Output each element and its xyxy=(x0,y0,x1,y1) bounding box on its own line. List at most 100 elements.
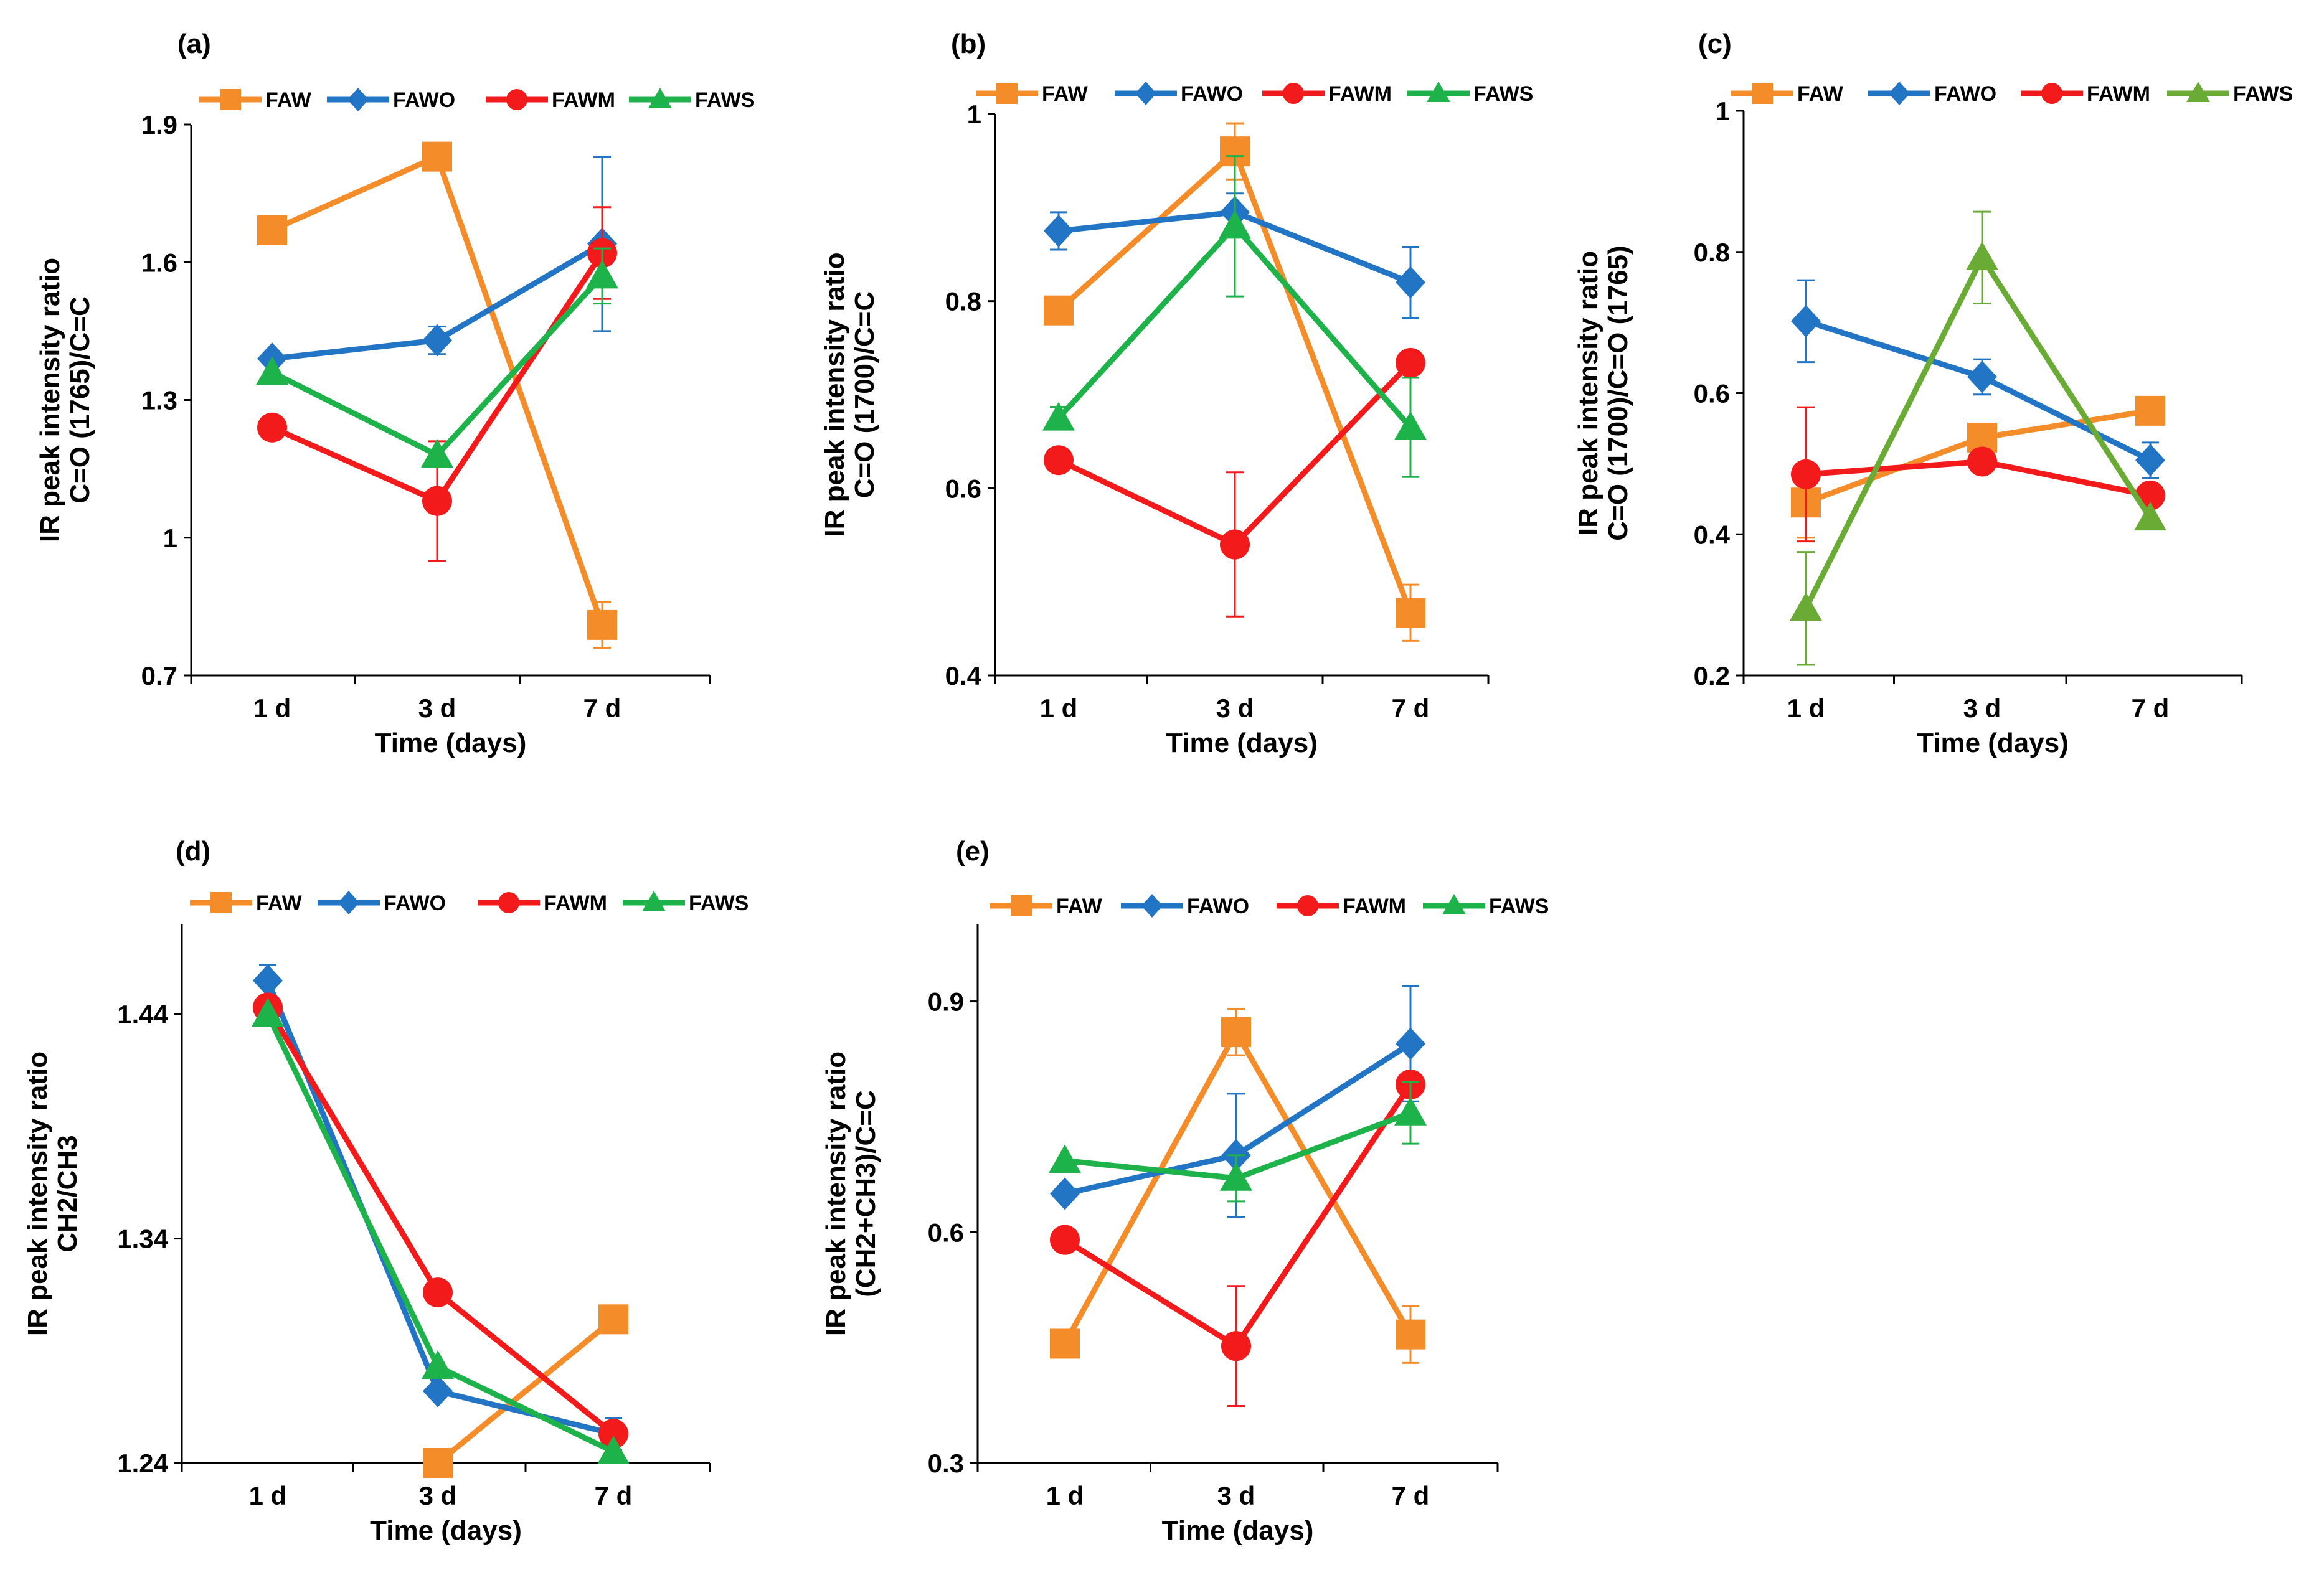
series-fawm xyxy=(1050,1070,1425,1408)
x-tick-label: 7 d xyxy=(2132,693,2170,723)
legend-label: FAWO xyxy=(1934,82,1996,106)
y-tick-label: 1.24 xyxy=(117,1449,168,1478)
data-point xyxy=(1050,1225,1080,1255)
legend: FAW FAWO FAWM FAWS xyxy=(199,88,755,112)
data-point xyxy=(1049,1144,1081,1173)
y-tick-label: 0.6 xyxy=(928,1218,964,1247)
legend-marker xyxy=(1889,82,1910,105)
legend-marker xyxy=(1141,894,1163,918)
data-point xyxy=(2134,502,2166,531)
y-axis-title-line: C=O (1765)/C=C xyxy=(65,296,95,504)
x-tick-label: 7 d xyxy=(1392,693,1430,723)
y-tick-label: 0.6 xyxy=(1694,379,1730,408)
x-tick-label: 1 d xyxy=(253,693,291,723)
legend: FAW FAWO FAWM FAWS xyxy=(990,894,1549,918)
data-point xyxy=(598,1304,628,1335)
legend-marker xyxy=(642,891,666,911)
series-faw xyxy=(1050,1008,1425,1364)
data-point xyxy=(1220,1162,1252,1191)
legend-marker xyxy=(648,88,672,108)
data-point xyxy=(1221,1331,1251,1361)
y-tick-label: 1.9 xyxy=(141,110,177,139)
x-tick-label: 3 d xyxy=(1217,1481,1255,1510)
data-point xyxy=(422,141,452,172)
x-axis-title: Time (days) xyxy=(1162,1515,1314,1546)
legend-label: FAW xyxy=(1797,82,1844,106)
legend-label: FAWM xyxy=(552,88,615,112)
y-tick-label: 0.4 xyxy=(945,661,982,690)
series-faws xyxy=(256,247,618,468)
data-point xyxy=(2135,395,2165,426)
data-point xyxy=(1396,1027,1425,1060)
y-tick-label: 0.8 xyxy=(945,287,981,316)
y-tick-label: 1 xyxy=(1716,96,1730,126)
x-tick-label: 1 d xyxy=(1046,1481,1084,1510)
x-tick-label: 7 d xyxy=(595,1481,633,1510)
data-point xyxy=(1044,214,1074,247)
data-point xyxy=(256,356,288,385)
series-line xyxy=(1063,1083,1413,1349)
panel-d: (d) 1.24 1.34 1.44 1 d 3 d 7 d Time (days) IR pe… xyxy=(22,836,749,1546)
data-point xyxy=(1050,1177,1080,1210)
legend-marker xyxy=(220,89,241,110)
data-point xyxy=(423,1448,453,1478)
data-point xyxy=(587,609,617,640)
data-point xyxy=(423,1375,453,1408)
x-axis-title: Time (days) xyxy=(370,1515,522,1546)
legend-label: FAWO xyxy=(1181,82,1243,106)
legend-marker xyxy=(2186,82,2210,102)
y-tick-label: 0.7 xyxy=(141,661,177,690)
y-tick-label: 0.2 xyxy=(1694,661,1730,690)
x-axis-title: Time (days) xyxy=(1166,728,1318,758)
y-tick-label: 1.3 xyxy=(141,386,177,415)
data-point xyxy=(1967,446,1997,477)
y-tick-label: 1.44 xyxy=(117,1000,168,1029)
data-point xyxy=(597,1435,630,1464)
legend: FAW FAWO FAWM FAWS xyxy=(976,82,1533,106)
series-faws xyxy=(1042,155,1427,478)
y-axis-title-line: IR peak intensity ratio xyxy=(821,1051,851,1336)
series-faws xyxy=(1049,1081,1427,1203)
series-faws xyxy=(252,998,630,1464)
data-point xyxy=(1220,529,1250,560)
series-faw xyxy=(423,1304,628,1478)
data-point xyxy=(1394,411,1427,440)
panel-label: (c) xyxy=(1698,29,1732,59)
data-point xyxy=(2135,444,2165,477)
data-point xyxy=(253,964,283,997)
data-point xyxy=(1394,1096,1427,1126)
data-point xyxy=(1790,592,1822,621)
legend-label: FAWO xyxy=(393,88,455,112)
series-fawm xyxy=(1044,347,1425,618)
data-point xyxy=(1791,459,1821,489)
data-point xyxy=(1396,1319,1425,1350)
legend-label: FAWS xyxy=(695,88,755,112)
x-tick-label: 1 d xyxy=(1040,693,1078,723)
x-tick-label: 1 d xyxy=(1787,693,1825,723)
legend-label: FAW xyxy=(256,891,303,915)
data-point xyxy=(257,412,287,443)
y-tick-label: 1 xyxy=(163,524,177,553)
y-axis-title-line: IR peak intensity ratio xyxy=(820,252,850,537)
legend-marker xyxy=(506,89,527,110)
data-point xyxy=(423,1277,453,1308)
legend-label: FAWO xyxy=(1187,895,1249,918)
legend-label: FAWM xyxy=(2087,82,2150,106)
y-tick-label: 0.8 xyxy=(1694,238,1730,267)
panel-label: (a) xyxy=(177,29,211,59)
y-tick-label: 0.9 xyxy=(928,987,964,1017)
panel-b: (b) 0.4 0.6 0.8 1 1 d 3 d 7 d Time (days) IR peak… xyxy=(820,29,1533,758)
y-tick-label: 1.6 xyxy=(141,248,177,277)
data-point xyxy=(1791,304,1821,337)
legend-marker xyxy=(1297,895,1318,916)
legend-marker xyxy=(347,88,369,111)
legend-marker xyxy=(1283,83,1304,104)
data-point xyxy=(1042,402,1075,431)
x-tick-label: 3 d xyxy=(418,693,456,723)
y-axis-title-line: IR peak intensity ratio xyxy=(1573,251,1604,535)
data-point xyxy=(1221,1017,1251,1047)
series-faws xyxy=(1790,210,2166,666)
panel-e: (e) 0.3 0.6 0.9 1 d 3 d 7 d Time (days) IR peak … xyxy=(821,836,1549,1546)
legend-marker xyxy=(1442,894,1466,914)
